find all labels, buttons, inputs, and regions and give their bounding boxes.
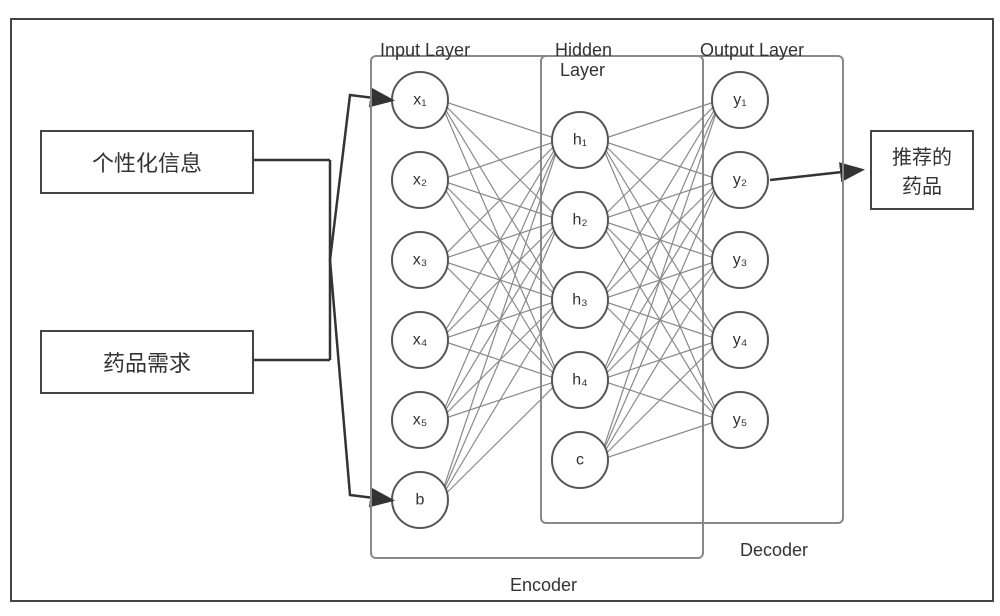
label-decoder: Decoder (740, 540, 808, 561)
label-hidden_layer: Hidden (555, 40, 612, 61)
box-drug-demand-label: 药品需求 (103, 346, 191, 378)
box-recommended: 推荐的药品 (870, 130, 974, 210)
box-personalized-label: 个性化信息 (92, 146, 202, 178)
label-input_layer: Input Layer (380, 40, 470, 61)
decoder-box (540, 55, 844, 524)
label-hidden_layer2: Layer (560, 60, 605, 81)
box-drug-demand: 药品需求 (40, 330, 254, 394)
recommended-label-line1: 推荐的 (892, 141, 952, 170)
label-encoder: Encoder (510, 575, 577, 596)
label-output_layer: Output Layer (700, 40, 804, 61)
box-personalized: 个性化信息 (40, 130, 254, 194)
recommended-label-line2: 药品 (902, 170, 942, 199)
